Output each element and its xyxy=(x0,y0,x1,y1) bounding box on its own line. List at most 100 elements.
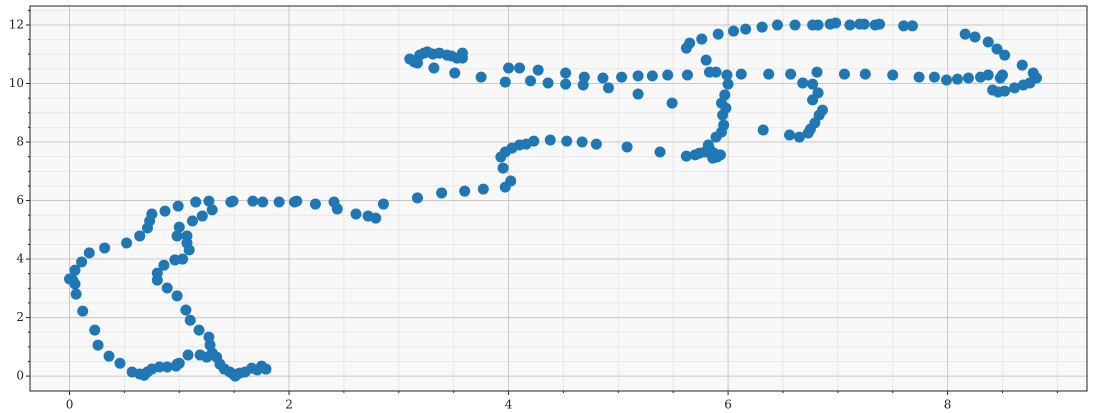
point xyxy=(887,69,899,81)
point xyxy=(169,254,181,266)
x-tick-label: 6 xyxy=(724,398,732,412)
point xyxy=(151,274,163,286)
point xyxy=(182,349,194,361)
point xyxy=(370,212,382,224)
y-tick-label: 6 xyxy=(16,193,24,207)
point xyxy=(350,208,362,220)
x-tick-label: 2 xyxy=(285,398,293,412)
point xyxy=(196,210,208,222)
point xyxy=(702,139,714,151)
point xyxy=(173,221,185,233)
tick-labels: 0 2 4 6 8 0 2 4 6 8 10 12 xyxy=(9,9,1058,412)
point xyxy=(681,69,693,81)
point xyxy=(874,18,886,30)
point xyxy=(858,18,870,30)
point xyxy=(121,237,133,249)
point xyxy=(560,67,572,79)
point xyxy=(718,119,730,131)
point xyxy=(975,71,987,83)
point xyxy=(722,78,734,90)
point xyxy=(77,305,89,317)
point xyxy=(838,68,850,80)
y-tick-label: 10 xyxy=(9,76,24,90)
point xyxy=(257,196,269,208)
point xyxy=(456,47,468,59)
marks xyxy=(64,17,1043,382)
point xyxy=(757,124,769,136)
x-tick-label: 8 xyxy=(944,398,952,412)
point xyxy=(662,69,674,81)
plot-frame xyxy=(29,5,1088,392)
point xyxy=(171,290,183,302)
x-tick-label: 4 xyxy=(505,398,513,412)
point xyxy=(273,196,285,208)
point xyxy=(525,75,537,87)
point xyxy=(590,138,602,150)
point xyxy=(684,37,696,49)
point xyxy=(898,20,910,32)
point xyxy=(146,208,158,220)
point xyxy=(204,339,216,351)
point xyxy=(475,71,487,83)
point xyxy=(69,264,81,276)
point xyxy=(797,77,809,89)
point xyxy=(802,127,814,139)
point xyxy=(906,20,918,32)
point xyxy=(186,215,198,227)
point xyxy=(103,350,115,362)
point xyxy=(807,94,819,106)
point xyxy=(544,134,556,146)
y-tick-label: 2 xyxy=(16,310,24,324)
point xyxy=(503,62,515,74)
y-tick-label: 12 xyxy=(9,18,24,32)
point xyxy=(171,358,183,370)
point xyxy=(811,66,823,78)
point xyxy=(190,196,202,208)
point xyxy=(913,71,925,83)
point xyxy=(542,77,554,89)
point xyxy=(528,135,540,147)
point xyxy=(962,72,974,84)
point xyxy=(632,70,644,82)
point xyxy=(99,242,111,254)
point xyxy=(193,324,205,336)
point xyxy=(64,273,76,285)
point xyxy=(719,89,731,101)
point xyxy=(740,23,752,35)
point xyxy=(161,282,173,294)
point xyxy=(785,68,797,80)
point xyxy=(576,136,588,148)
point xyxy=(181,230,193,242)
point xyxy=(654,146,666,158)
point xyxy=(428,62,440,74)
point xyxy=(991,43,1003,55)
point xyxy=(844,19,856,31)
point xyxy=(763,68,775,80)
point xyxy=(812,19,824,31)
point xyxy=(171,230,183,242)
point xyxy=(712,28,724,40)
point xyxy=(183,244,195,256)
point xyxy=(184,314,196,326)
point xyxy=(941,74,953,86)
point xyxy=(114,357,126,369)
point xyxy=(180,304,192,316)
point xyxy=(597,72,609,84)
point xyxy=(505,175,517,187)
point xyxy=(459,185,471,197)
point xyxy=(1017,79,1029,91)
y-tick-label: 0 xyxy=(16,369,24,383)
point xyxy=(714,149,726,161)
point xyxy=(632,88,644,100)
point xyxy=(703,66,715,78)
point xyxy=(771,19,783,31)
point xyxy=(951,73,963,85)
point xyxy=(560,78,572,90)
point xyxy=(206,204,218,216)
point xyxy=(561,135,573,147)
point xyxy=(666,97,678,109)
point xyxy=(203,195,215,207)
point xyxy=(789,19,801,31)
point xyxy=(499,76,511,88)
point xyxy=(680,150,692,162)
